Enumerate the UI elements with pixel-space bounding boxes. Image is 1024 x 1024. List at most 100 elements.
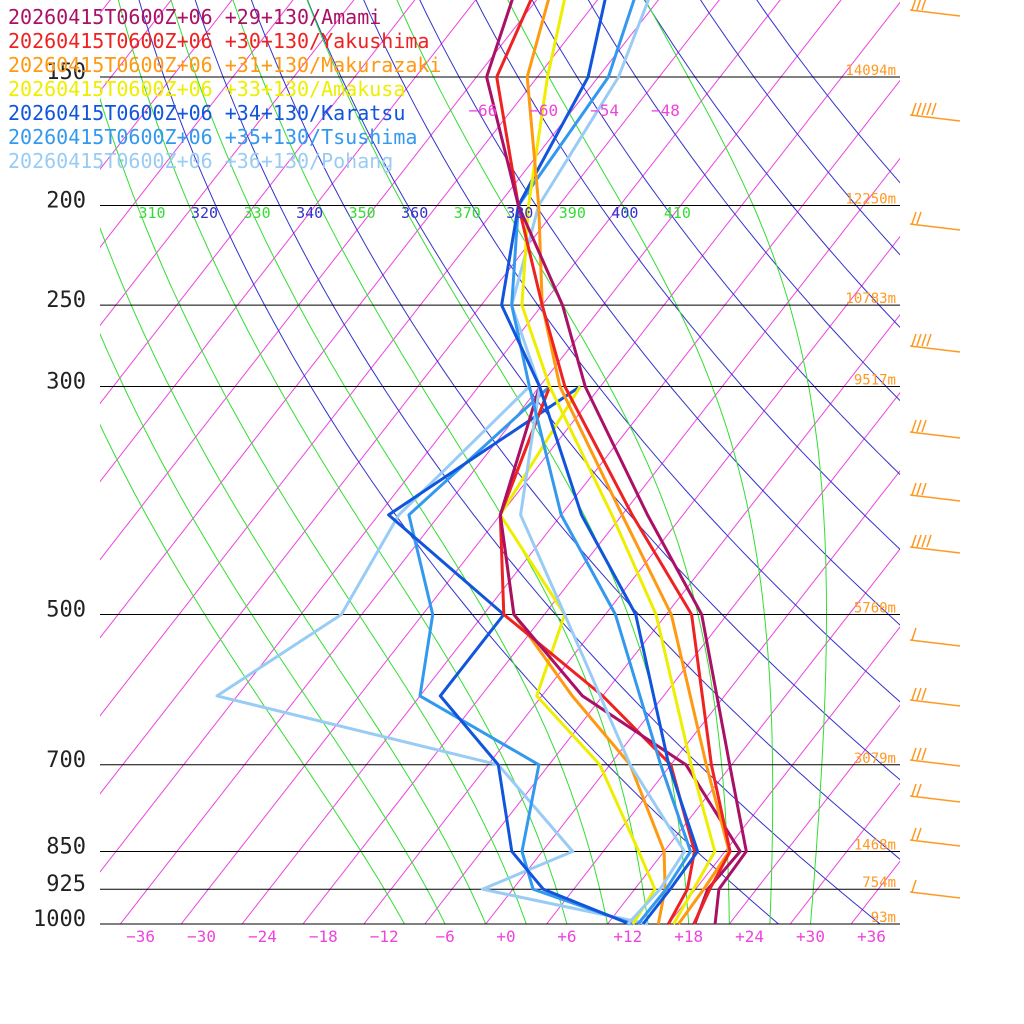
isotherm-line [363,235,900,924]
pressure-label: 150 [46,60,86,85]
temperature-tick-label: −24 [248,927,277,946]
upper-isotherm-label: −48 [651,101,680,120]
theta-label: 400 [611,204,638,222]
wind-barb-flag [911,783,917,797]
wind-barb-flag [916,419,922,433]
legend-entry: 20260415T0600Z+06 +30+130/Yakushima [8,29,429,53]
pressure-label: 700 [46,748,86,773]
wind-barb-staff [909,839,961,847]
temperature-tick-label: +30 [796,927,825,946]
legend-entry: 20260415T0600Z+06 +33+130/Amakusa [8,77,405,101]
temperature-line [525,0,731,925]
wind-barb-flag [921,333,927,347]
wind-barb-flag [911,211,917,225]
temperature-line [485,0,748,925]
axis-labels: 10016546m15014094m20012250m25010783m3009… [33,60,896,946]
temperature-tick-label: +12 [613,927,642,946]
wind-barb [909,211,961,231]
pressure-label: 500 [46,598,86,623]
wind-barb-staff [909,494,961,502]
isotherm-line [100,0,720,795]
wind-barb-flag [916,0,922,11]
pressure-label: 200 [46,188,86,213]
wind-barb-flag [921,102,927,116]
pressure-label: 1000 [33,907,86,932]
wind-barb-flag [911,687,917,701]
temperature-line [495,0,732,925]
theta-label: 340 [296,204,323,222]
pressure-label: 925 [46,872,86,897]
wind-barb-staff [909,114,961,122]
wind-barb-flag [921,534,927,548]
wind-barb-staff [909,431,961,439]
isotherm-line [180,1,900,924]
temperature-line [510,0,686,926]
pressure-label: 850 [46,834,86,859]
temperature-tick-label: +0 [496,927,515,946]
dry-adiabat-line [306,0,900,781]
height-label: 1468m [854,837,896,853]
dry-adiabat-line [419,0,900,626]
temperature-line [500,0,700,925]
wind-barb-staff [909,9,961,17]
isotherm-line [100,0,477,483]
temperature-line [510,0,692,925]
sounding-profiles [215,0,748,926]
wind-barb-flag [916,482,922,496]
wind-barb-staff [909,546,961,554]
temperature-tick-label: −18 [309,927,338,946]
wind-barb-staff [909,795,961,803]
theta-label: 410 [664,204,691,222]
wind-barb [909,827,961,847]
dry-adiabat-line [363,0,900,703]
theta-label: 350 [349,204,376,222]
isotherm-lines [100,0,900,924]
wind-barb-flag [916,333,922,347]
pressure-label: 250 [46,288,86,313]
wind-barb-flag [916,747,922,761]
wind-barb [909,0,961,17]
wind-barb-flag [921,0,927,11]
temperature-tick-label: −36 [126,927,155,946]
wind-barb-flag [911,419,917,433]
wind-barb-flag [911,0,917,11]
legend: 20260415T0600Z+06 +29+130/Amami20260415T… [8,5,441,173]
theta-label: 320 [191,204,218,222]
temperature-line [520,0,717,925]
dry-adiabat-line [194,0,881,924]
theta-label: 360 [401,204,428,222]
wind-barb-staff [909,759,961,767]
wind-barb-staff [909,223,961,231]
wind-barb-flag [911,747,917,761]
dry-adiabat-line [700,0,900,256]
isotherm-line [100,0,416,405]
pressure-label: 300 [46,369,86,394]
temperature-tick-label: +24 [735,927,764,946]
isotherm-line [241,79,900,924]
wind-barb [909,482,961,502]
height-label: 12250m [845,191,896,207]
temperature-tick-label: +18 [674,927,703,946]
isotherm-line [546,470,900,924]
wind-barb-flag [911,333,917,347]
dewpoint-line [387,385,631,926]
wind-barb-flag [911,827,917,841]
height-label: 754m [862,875,896,891]
legend-entry: 20260415T0600Z+06 +34+130/Karatsu [8,101,405,125]
height-label: 10783m [845,291,896,307]
theta-label: 390 [559,204,586,222]
height-label: 14094m [845,63,896,79]
wind-barb-flag [921,747,927,761]
legend-entry: 20260415T0600Z+06 +31+130/Makurazaki [8,53,441,77]
wind-barb-flag [916,211,922,225]
wind-barb-staff [909,639,961,647]
height-label: 93m [871,910,896,926]
wind-barb [909,102,961,122]
wind-barb [909,747,961,767]
wind-barb-flag [926,534,932,548]
wind-barb [909,783,961,803]
isotherm-line [728,704,900,924]
temperature-tick-label: +36 [857,927,886,946]
isotherm-line [668,626,900,924]
